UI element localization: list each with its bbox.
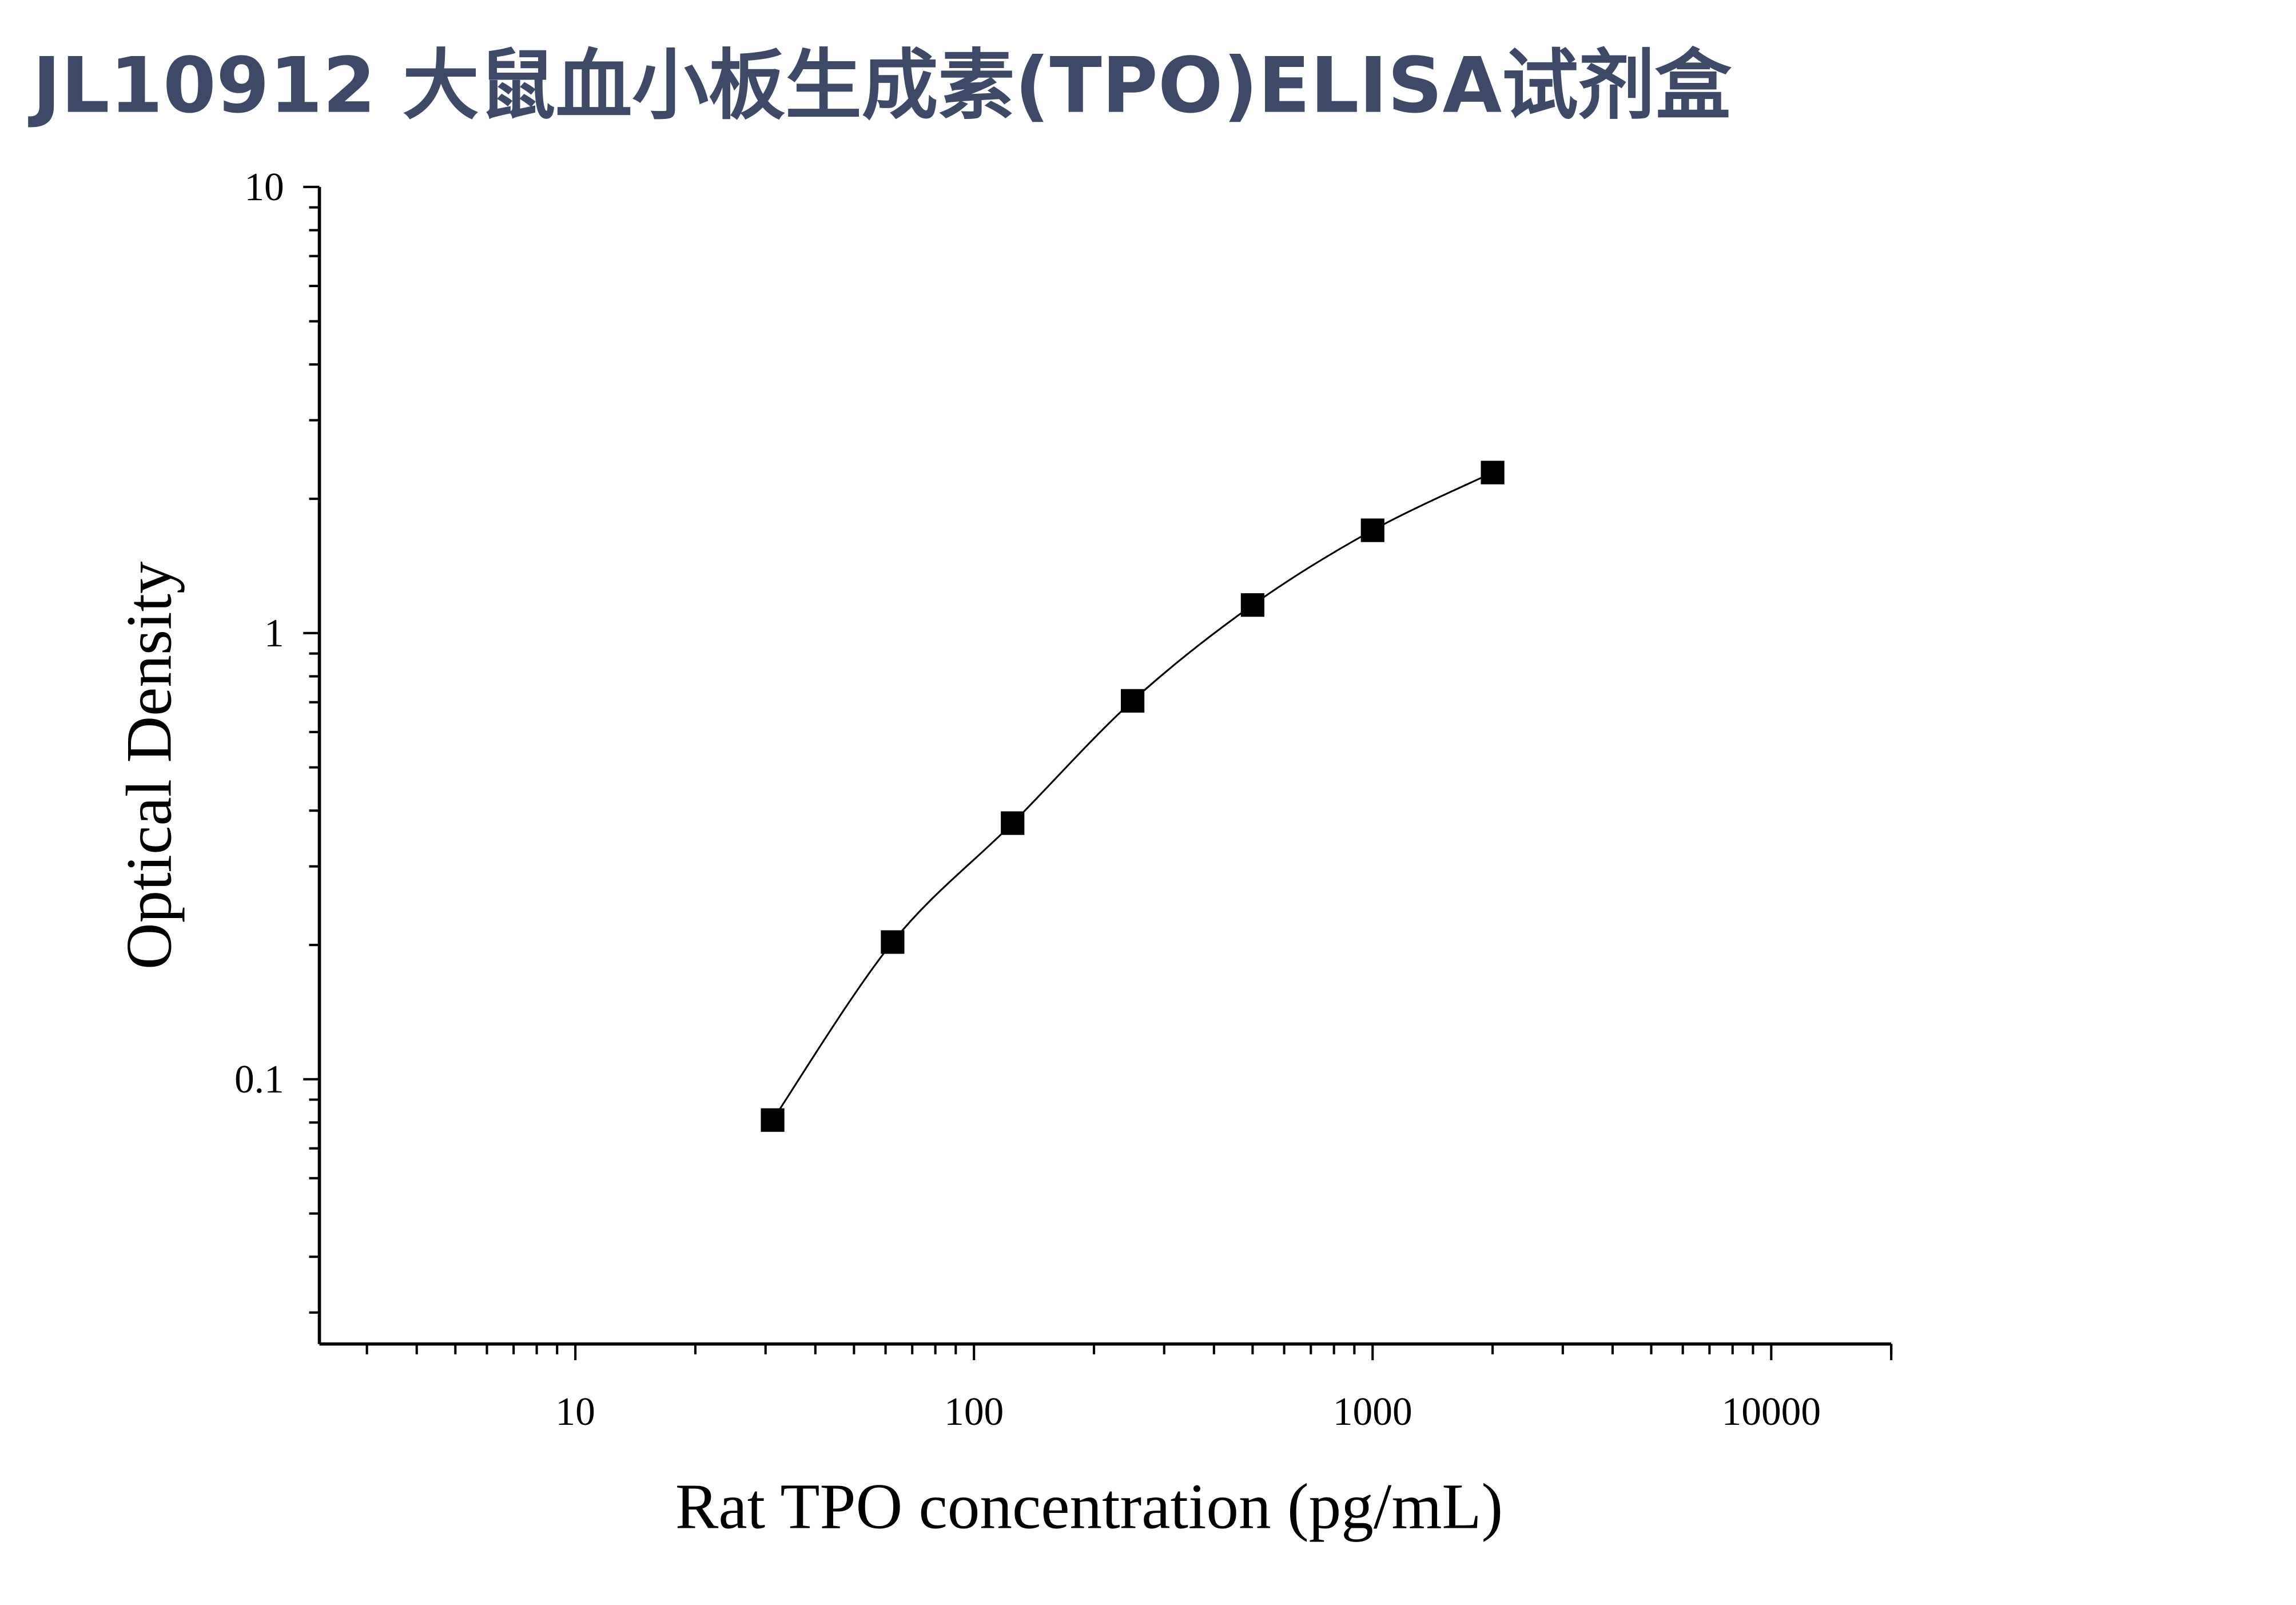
- data-point: [1120, 689, 1145, 713]
- data-point: [1481, 460, 1505, 484]
- x-tick-label: 100: [944, 1390, 1004, 1434]
- data-point: [1360, 518, 1384, 542]
- data-points: [761, 460, 1505, 1132]
- data-point: [761, 1108, 785, 1132]
- data-point: [881, 930, 905, 954]
- y-tick-labels: 0.1 1 10: [234, 165, 284, 1102]
- data-point: [1240, 593, 1265, 617]
- y-tick-label: 1: [264, 611, 284, 655]
- x-tick-label: 10000: [1721, 1390, 1821, 1434]
- fit-curve: [771, 471, 1493, 1121]
- y-axis-title: Optical Density: [114, 561, 185, 970]
- x-tick-labels: 10 100 1000 10000: [555, 1390, 1821, 1434]
- y-tick-label: 0.1: [234, 1058, 284, 1102]
- data-point: [1001, 811, 1025, 835]
- chart-title: JL10912 大鼠血小板生成素(TPO)ELISA试剂盒: [28, 41, 1732, 130]
- x-tick-label: 10: [555, 1390, 595, 1434]
- x-tick-label: 1000: [1333, 1390, 1412, 1434]
- x-axis-title: Rat TPO concentration (pg/mL): [675, 1471, 1503, 1542]
- axes: [303, 185, 1893, 1361]
- y-tick-label: 10: [244, 165, 284, 209]
